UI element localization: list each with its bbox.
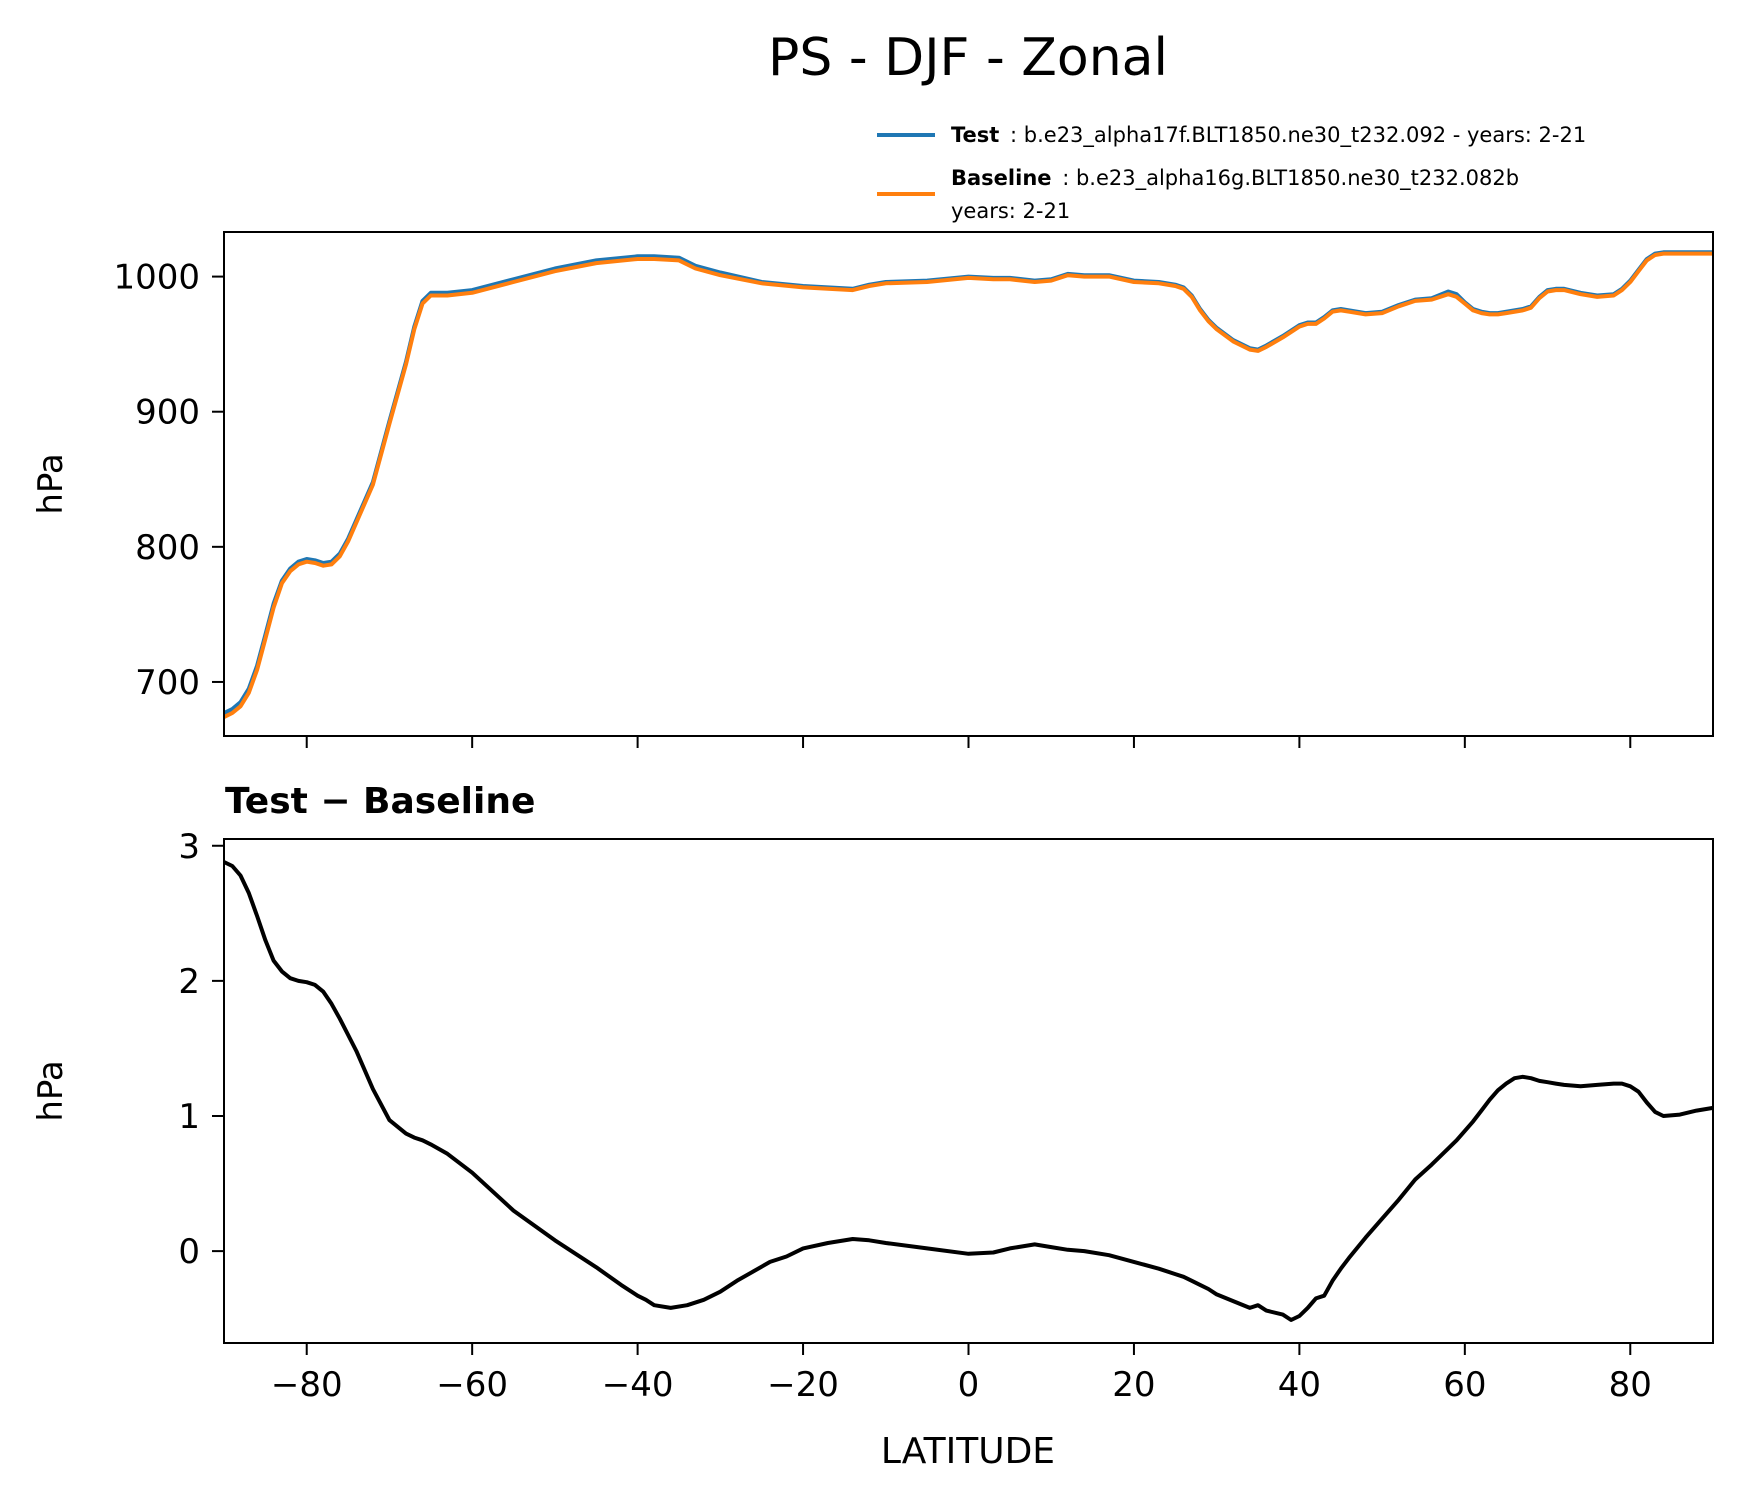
x-tick-label: −80 <box>271 1365 343 1405</box>
x-tick-label: 40 <box>1278 1365 1321 1405</box>
x-tick-label: −60 <box>436 1365 508 1405</box>
y-tick-label: 3 <box>178 827 200 867</box>
x-tick-label: 0 <box>958 1365 980 1405</box>
y-axis-label-diff: hPa <box>31 1060 71 1121</box>
legend: Test : b.e23_alpha17f.BLT1850.ne30_t232.… <box>877 123 1586 223</box>
y-tick-label: 0 <box>178 1232 200 1272</box>
x-tick-label: −20 <box>767 1365 839 1405</box>
x-axis-label: LATITUDE <box>881 1431 1055 1472</box>
panel-difference: −80 −60 −40 −20 0 20 40 60 80 0 1 2 3 hPa <box>31 827 1714 1405</box>
legend-baseline-years: years: 2-21 <box>951 199 1070 223</box>
series-line-baseline <box>223 251 1713 719</box>
panel-absolute-ps: 700 800 900 1000 hPa <box>31 231 1714 748</box>
x-tick-label: 20 <box>1112 1365 1155 1405</box>
legend-test-name: Test <box>951 123 999 147</box>
y-tick-label: 700 <box>135 663 200 703</box>
y-tick-label: 1000 <box>113 258 200 298</box>
y-tick-label: 900 <box>135 393 200 433</box>
x-tick-label: 60 <box>1443 1365 1486 1405</box>
panel-difference-title: Test − Baseline <box>225 781 535 822</box>
series-line-test-baseline <box>223 860 1714 1322</box>
y-axis-label-ps: hPa <box>31 453 71 514</box>
legend-test-label: Test : b.e23_alpha17f.BLT1850.ne30_t232.… <box>951 123 1586 148</box>
y-tick-label: 2 <box>178 962 200 1002</box>
x-tick-label: −40 <box>602 1365 674 1405</box>
y-tick-label: 800 <box>135 528 200 568</box>
legend-baseline-description: : b.e23_alpha16g.BLT1850.ne30_t232.082b <box>1062 166 1519 191</box>
y-tick-label: 1 <box>178 1097 200 1137</box>
figure-title: PS - DJF - Zonal <box>768 28 1168 88</box>
x-tick-label: 80 <box>1609 1365 1652 1405</box>
legend-baseline-name: Baseline <box>951 166 1052 190</box>
legend-baseline-label: Baseline : b.e23_alpha16g.BLT1850.ne30_t… <box>951 166 1519 191</box>
legend-test-description: : b.e23_alpha17f.BLT1850.ne30_t232.092 -… <box>1010 123 1586 148</box>
